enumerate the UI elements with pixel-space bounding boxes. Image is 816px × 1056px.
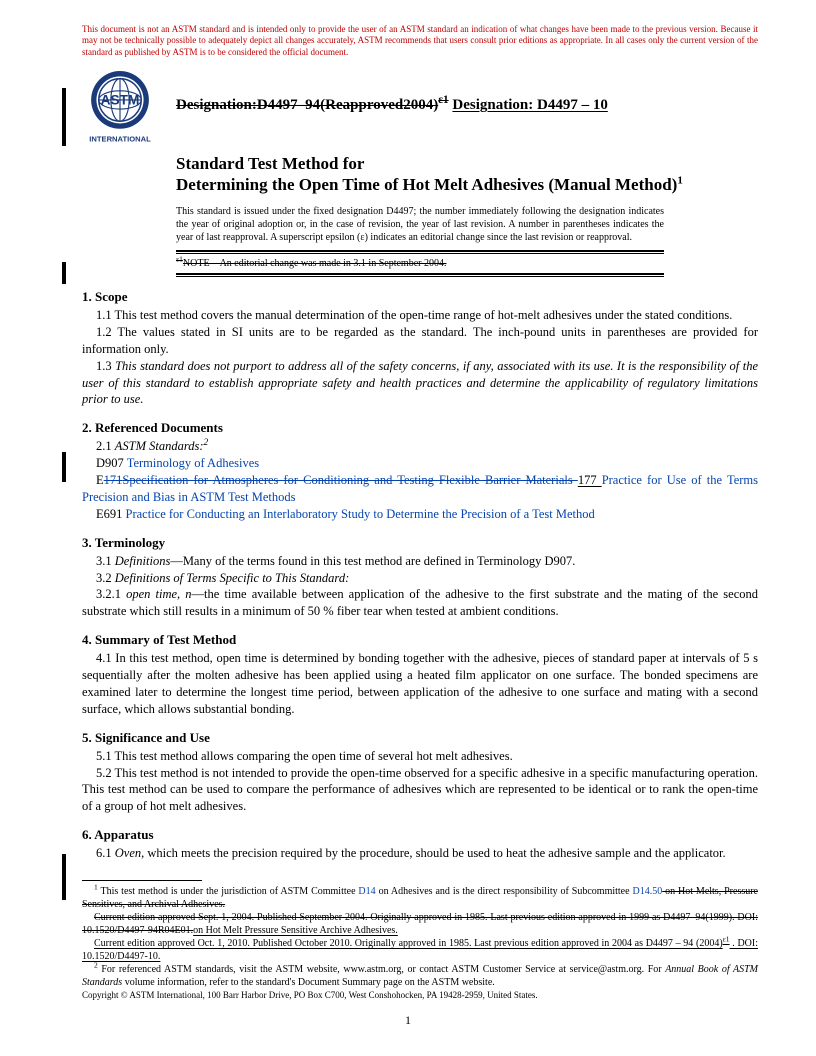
footnote-2: 2 For referenced ASTM standards, visit t… — [82, 963, 758, 989]
para-3-2-1: 3.2.1 open time, n—the time available be… — [82, 586, 758, 620]
page-root: This document is not an ASTM standard an… — [0, 0, 816, 1056]
ref-e691: E691 Practice for Conducting an Interlab… — [82, 506, 758, 523]
heading-terminology: 3. Terminology — [82, 535, 758, 551]
svg-text:ASTM: ASTM — [101, 92, 140, 107]
title-line2: Determining the Open Time of Hot Melt Ad… — [176, 174, 758, 195]
designation-old: Designation:D4497–94(Reapproved2004) — [176, 97, 438, 113]
footnote-1-edition-old: Current edition approved Sept. 1, 2004. … — [82, 911, 758, 937]
heading-refs: 2. Referenced Documents — [82, 420, 758, 436]
astm-logo: ASTM INTERNATIONAL — [82, 68, 158, 144]
footnote-1-edition-new: Current edition approved Oct. 1, 2010. P… — [82, 937, 758, 963]
footnote-1: 1 This test method is under the jurisdic… — [82, 885, 758, 911]
section-terminology: 3.1 Definitions—Many of the terms found … — [82, 553, 758, 621]
svg-text:INTERNATIONAL: INTERNATIONAL — [89, 134, 151, 143]
ref-e177: E171Specification for Atmospheres for Co… — [82, 472, 758, 506]
epsilon-note: ε1NOTE—An editorial change was made in 3… — [176, 258, 664, 269]
link-d907[interactable]: Terminology of Adhesives — [127, 456, 259, 470]
section-scope: 1.1 This test method covers the manual d… — [82, 307, 758, 408]
para-4-1: 4.1 In this test method, open time is de… — [82, 650, 758, 718]
para-5-2: 5.2 This test method is not intended to … — [82, 765, 758, 816]
rule-bottom — [176, 273, 664, 277]
link-committee-d14[interactable]: D14 — [358, 886, 375, 897]
heading-summary: 4. Summary of Test Method — [82, 632, 758, 648]
para-3-1: 3.1 Definitions—Many of the terms found … — [82, 553, 758, 570]
issuance-note: This standard is issued under the fixed … — [176, 205, 664, 244]
change-bar — [62, 88, 66, 146]
copyright-line: Copyright © ASTM International, 100 Barr… — [82, 990, 758, 1000]
section-significance: 5.1 This test method allows comparing th… — [82, 748, 758, 816]
heading-significance: 5. Significance and Use — [82, 730, 758, 746]
title-block: Standard Test Method for Determining the… — [176, 154, 758, 195]
para-2-1: 2.1 ASTM Standards:2 — [82, 438, 758, 455]
para-1-1: 1.1 This test method covers the manual d… — [82, 307, 758, 324]
para-1-3: 1.3 This standard does not purport to ad… — [82, 358, 758, 409]
disclaimer-text: This document is not an ASTM standard an… — [82, 24, 758, 58]
footnote-rule — [82, 880, 202, 881]
para-6-1: 6.1 Oven, which meets the precision requ… — [82, 845, 758, 862]
para-5-1: 5.1 This test method allows comparing th… — [82, 748, 758, 765]
change-bar — [62, 452, 66, 482]
heading-scope: 1. Scope — [82, 289, 758, 305]
link-subcommittee-d14-50[interactable]: D14.50 — [632, 886, 662, 897]
designation-new: Designation: D4497 – 10 — [452, 97, 607, 113]
heading-apparatus: 6. Apparatus — [82, 827, 758, 843]
change-bar — [62, 854, 66, 900]
section-summary: 4.1 In this test method, open time is de… — [82, 650, 758, 718]
section-refs: 2.1 ASTM Standards:2 D907 Terminology of… — [82, 438, 758, 522]
page-number: 1 — [0, 1013, 816, 1028]
section-apparatus: 6.1 Oven, which meets the precision requ… — [82, 845, 758, 862]
designation-line: Designation:D4497–94(Reapproved2004)ε1 D… — [176, 95, 608, 116]
rule-top — [176, 250, 664, 254]
header: ASTM INTERNATIONAL Designation:D4497–94(… — [82, 68, 758, 144]
link-e691[interactable]: Practice for Conducting an Interlaborato… — [126, 507, 595, 521]
footnotes: 1 This test method is under the jurisdic… — [82, 885, 758, 989]
ref-d907: D907 Terminology of Adhesives — [82, 455, 758, 472]
designation-old-sup: ε1 — [438, 94, 448, 106]
change-bar — [62, 262, 66, 284]
title-line1: Standard Test Method for — [176, 154, 758, 174]
para-1-2: 1.2 The values stated in SI units are to… — [82, 324, 758, 358]
para-3-2: 3.2 Definitions of Terms Specific to Thi… — [82, 570, 758, 587]
